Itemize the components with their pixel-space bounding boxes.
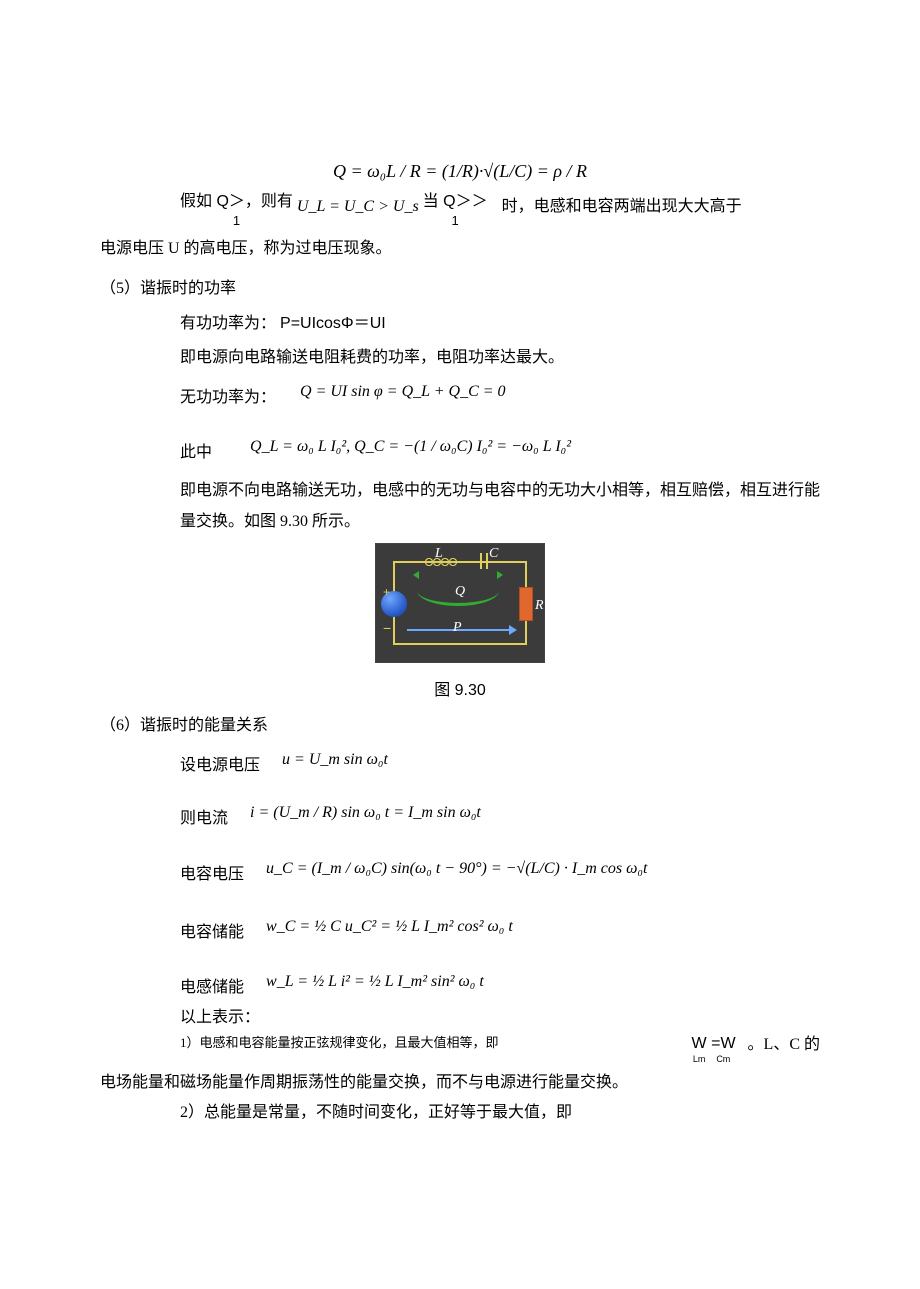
row-capacitor-energy: 电容储能 w_C = ½ C u_C² = ½ L I_m² cos² ω₀ t	[100, 912, 820, 948]
paragraph-summary-label: 以上表示：	[100, 1007, 820, 1029]
paragraph-point-1c: 电场能量和磁场能量作周期振荡性的能量交换，而不与电源进行能量交换。	[100, 1070, 820, 1096]
text-q-gt-1-b: 当 Q＞＞ 1	[423, 192, 488, 230]
arc-arrow-right-icon	[497, 571, 503, 579]
figure-caption: 图 9.30	[100, 676, 820, 706]
formula-current: i = (U_m / R) sin ω₀ t = I_m sin ω₀t	[236, 798, 481, 834]
text-point-1a: 1）电感和电容能量按正弦规律变化，且最大值相等，即	[180, 1034, 652, 1052]
formula-ql-qc: Q_L = ω₀ L I₀², Q_C = −(1 / ω₀C) I₀² = −…	[220, 432, 571, 468]
section-5-heading: （5）谐振时的功率	[100, 274, 820, 304]
label-current: 则电流	[180, 804, 228, 834]
arc-arrow-left-icon	[413, 571, 419, 579]
document-page: Q = ω₀L / R = (1/R)·√(L/C) = ρ / R 假如 Q＞…	[0, 0, 920, 1289]
minus-icon: −	[383, 615, 391, 642]
formula-source-voltage: u = U_m sin ω₀t	[268, 745, 388, 781]
row-inductor-energy: 电感储能 w_L = ½ L i² = ½ L I_m² sin² ω₀ t	[100, 967, 820, 1003]
p-arrow-head-icon	[509, 625, 517, 635]
formula-capacitor-voltage: u_C = (I_m / ω₀C) sin(ω₀ t − 90°) = −√(L…	[252, 854, 647, 890]
inductor-icon	[423, 557, 463, 567]
paragraph-point-2: 2）总能量是常量，不随时间变化，正好等于最大值，即	[100, 1100, 820, 1126]
paragraph-q-gt-1: 假如 Q＞，则有 1 U_L = U_C > U_s 当 Q＞＞ 1 时，电感和…	[100, 192, 820, 230]
text-q-gt-1-c: 时，电感和电容两端出现大大高于	[488, 192, 742, 222]
formula-active-power: P=UIcosΦ＝UI	[280, 315, 386, 332]
row-current: 则电流 i = (U_m / R) sin ω₀ t = I_m sin ω₀t	[100, 798, 820, 834]
text-point-1b: 。L、C 的	[748, 1034, 820, 1056]
paragraph-ql-qc: 此中 Q_L = ω₀ L I₀², Q_C = −(1 / ω₀C) I₀² …	[100, 432, 820, 468]
label-source-voltage: 设电源电压	[180, 751, 260, 781]
label-reactive-power: 无功功率为：	[180, 383, 276, 413]
row-source-voltage: 设电源电压 u = U_m sin ω₀t	[100, 745, 820, 781]
paragraph-overvoltage: 电源电压 U 的高电压，称为过电压现象。	[100, 234, 820, 264]
paragraph-active-power-explain: 即电源向电路输送电阻耗费的功率，电阻功率达最大。	[100, 343, 820, 373]
resistor-icon	[519, 587, 533, 621]
row-capacitor-voltage: 电容电压 u_C = (I_m / ω₀C) sin(ω₀ t − 90°) =…	[100, 854, 820, 890]
label-capacitor-energy: 电容储能	[180, 918, 244, 948]
paragraph-energy-exchange: 即电源不向电路输送无功，电感中的无功与电容中的无功大小相等，相互赔偿，相互进行能…	[100, 476, 820, 537]
formula-wlm-wcm: W Lm =W Cm	[652, 1034, 748, 1066]
text-overvoltage: 电源电压 U 的高电压，称为过电压现象。	[100, 240, 392, 257]
formula-ul-uc-us: U_L = U_C > U_s	[293, 192, 423, 222]
formula-capacitor-energy: w_C = ½ C u_C² = ½ L I_m² cos² ω₀ t	[252, 912, 513, 948]
label-this: 此中	[100, 438, 212, 468]
formula-inductor-energy: w_L = ½ L i² = ½ L I_m² sin² ω₀ t	[252, 967, 484, 1003]
label-c: C	[489, 541, 498, 568]
wire-bottom	[393, 643, 527, 645]
text-q-gt-1-a: 假如 Q＞，则有 1	[180, 192, 293, 230]
label-active-power: 有功功率为：	[180, 315, 276, 332]
circuit-diagram: + − L C R Q P	[375, 543, 545, 663]
paragraph-reactive-power: 无功功率为： Q = UI sin φ = Q_L + Q_C = 0	[100, 377, 820, 413]
figure-9-30: + − L C R Q P 图 9.30	[100, 543, 820, 707]
capacitor-plate-1	[480, 553, 482, 569]
paragraph-active-power: 有功功率为： P=UIcosΦ＝UI	[100, 309, 820, 339]
label-r: R	[535, 593, 544, 620]
equation-q-definition: Q = ω₀L / R = (1/R)·√(L/C) = ρ / R	[100, 154, 820, 188]
w-lm: W Lm	[692, 1034, 707, 1066]
section-6-heading: （6）谐振时的能量关系	[100, 711, 820, 741]
label-l: L	[435, 541, 443, 568]
w-cm: =W Cm	[711, 1034, 735, 1066]
label-inductor-energy: 电感储能	[180, 973, 244, 1003]
label-p: P	[453, 615, 462, 642]
label-q: Q	[455, 579, 465, 606]
capacitor-plate-2	[486, 553, 488, 569]
plus-icon: +	[383, 581, 390, 604]
label-capacitor-voltage: 电容电压	[180, 860, 244, 890]
paragraph-point-1-line: 1）电感和电容能量按正弦规律变化，且最大值相等，即 W Lm =W Cm 。L、…	[100, 1034, 820, 1066]
formula-reactive-power: Q = UI sin φ = Q_L + Q_C = 0	[284, 377, 506, 413]
